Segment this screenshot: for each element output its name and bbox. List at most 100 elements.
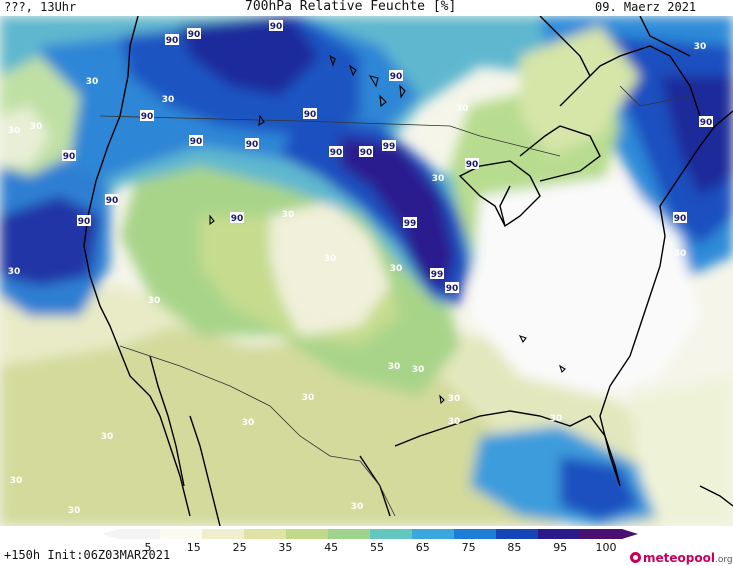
svg-text:90: 90 xyxy=(390,72,403,82)
legend-tick-label: 5 xyxy=(144,541,152,554)
init-time-label: +150h Init:06Z03MAR2021 xyxy=(4,548,171,562)
isoline-label-low: 30 xyxy=(282,210,295,220)
isoline-label-low: 30 xyxy=(674,249,687,259)
svg-text:30: 30 xyxy=(148,296,161,306)
isoline-label-low: 30 xyxy=(694,42,707,52)
isoline-label-high: 90 xyxy=(189,135,203,147)
legend-tick-label: 55 xyxy=(370,541,384,554)
svg-text:90: 90 xyxy=(231,214,244,224)
isoline-label-low: 30 xyxy=(550,414,563,424)
svg-text:90: 90 xyxy=(270,22,283,32)
isoline-label-low: 30 xyxy=(432,174,445,184)
humidity-map: 90 90 90 90 90 90 90 90 90 90 90 90 90 90 90 90 90 90 99 99… xyxy=(0,16,733,526)
svg-text:90: 90 xyxy=(246,140,259,150)
legend-tick-label: 45 xyxy=(324,541,339,554)
isoline-label-high: 90 xyxy=(230,212,244,224)
legend-color-swatch xyxy=(370,529,413,539)
borders xyxy=(99,85,691,517)
legend-colorbar xyxy=(102,529,638,539)
isoline-label-low: 30 xyxy=(390,264,403,274)
svg-text:30: 30 xyxy=(456,104,469,114)
svg-text:90: 90 xyxy=(466,160,479,170)
svg-text:30: 30 xyxy=(242,418,255,428)
legend-color-swatch xyxy=(118,529,161,539)
svg-text:30: 30 xyxy=(302,393,315,403)
svg-text:30: 30 xyxy=(448,394,461,404)
isoline-label-low: 30 xyxy=(101,432,114,442)
coastlines xyxy=(83,16,733,526)
svg-text:30: 30 xyxy=(8,267,21,277)
legend-color-swatch xyxy=(580,529,623,539)
svg-text:90: 90 xyxy=(700,118,713,128)
isoline-label-high: 99 xyxy=(382,140,396,152)
isoline-label-low: 30 xyxy=(30,122,43,132)
isoline-label-high: 90 xyxy=(105,194,119,206)
svg-text:30: 30 xyxy=(68,506,81,516)
isoline-label-high: 99 xyxy=(403,217,417,229)
svg-text:90: 90 xyxy=(304,110,317,120)
svg-text:90: 90 xyxy=(446,284,459,294)
isoline-label-low: 30 xyxy=(388,362,401,372)
legend-min-arrow xyxy=(102,529,118,539)
isoline-label-low: 30 xyxy=(8,267,21,277)
isoline-label-high: 90 xyxy=(445,282,459,294)
legend-tick-label: 100 xyxy=(595,541,617,554)
svg-text:30: 30 xyxy=(448,417,461,427)
isoline-label-low: 30 xyxy=(68,506,81,516)
legend-max-arrow xyxy=(622,529,638,539)
isoline-label-high: 90 xyxy=(62,150,76,162)
svg-text:90: 90 xyxy=(166,36,179,46)
isoline-label-low: 30 xyxy=(324,254,337,264)
legend-color-swatch xyxy=(496,529,539,539)
svg-text:30: 30 xyxy=(101,432,114,442)
isoline-label-low: 30 xyxy=(456,104,469,114)
svg-text:90: 90 xyxy=(63,152,76,162)
isoline-label-low: 30 xyxy=(448,394,461,404)
svg-text:30: 30 xyxy=(388,362,401,372)
svg-text:90: 90 xyxy=(190,137,203,147)
svg-text:90: 90 xyxy=(188,30,201,40)
svg-text:30: 30 xyxy=(162,95,175,105)
svg-text:90: 90 xyxy=(360,148,373,158)
color-legend xyxy=(0,526,733,566)
isoline-label-low: 30 xyxy=(302,393,315,403)
isoline-label-low: 30 xyxy=(351,502,364,512)
isoline-label-low: 30 xyxy=(162,95,175,105)
brand-tld: .org xyxy=(714,555,733,565)
isoline-label-high: 90 xyxy=(329,146,343,158)
isoline-label-low: 30 xyxy=(448,417,461,427)
forecast-day-label: ???, 13Uhr xyxy=(4,0,77,14)
svg-text:99: 99 xyxy=(383,142,396,152)
isoline-label-low: 30 xyxy=(86,77,99,87)
isoline-label-high: 90 xyxy=(77,215,91,227)
legend-color-swatch xyxy=(244,529,287,539)
meteopool-logo[interactable]: meteopool.org xyxy=(630,547,733,565)
isoline-label-high: 90 xyxy=(359,146,373,158)
isoline-label-high: 90 xyxy=(269,20,283,32)
svg-text:99: 99 xyxy=(431,270,444,280)
valid-date: 09. Maerz 2021 xyxy=(595,0,697,14)
svg-text:30: 30 xyxy=(412,365,425,375)
isoline-label-high: 90 xyxy=(187,28,201,40)
svg-text:30: 30 xyxy=(324,254,337,264)
legend-color-swatch xyxy=(202,529,245,539)
logo-icon xyxy=(630,552,641,563)
isoline-label-low: 30 xyxy=(10,476,23,486)
svg-text:30: 30 xyxy=(432,174,445,184)
legend-color-swatch xyxy=(328,529,371,539)
legend-tick-label: 65 xyxy=(415,541,430,554)
isoline-label-low: 30 xyxy=(412,365,425,375)
svg-text:99: 99 xyxy=(404,219,417,229)
isoline-label-high: 90 xyxy=(389,70,403,82)
svg-text:30: 30 xyxy=(674,249,687,259)
svg-text:90: 90 xyxy=(141,112,154,122)
isoline-label-low: 30 xyxy=(242,418,255,428)
isoline-label-low: 30 xyxy=(148,296,161,306)
svg-text:90: 90 xyxy=(674,214,687,224)
isoline-label-high: 90 xyxy=(699,116,713,128)
brand-name: meteopool xyxy=(643,551,715,565)
isoline-label-low: 30 xyxy=(8,126,21,136)
legend-tick-label: 85 xyxy=(507,541,522,554)
